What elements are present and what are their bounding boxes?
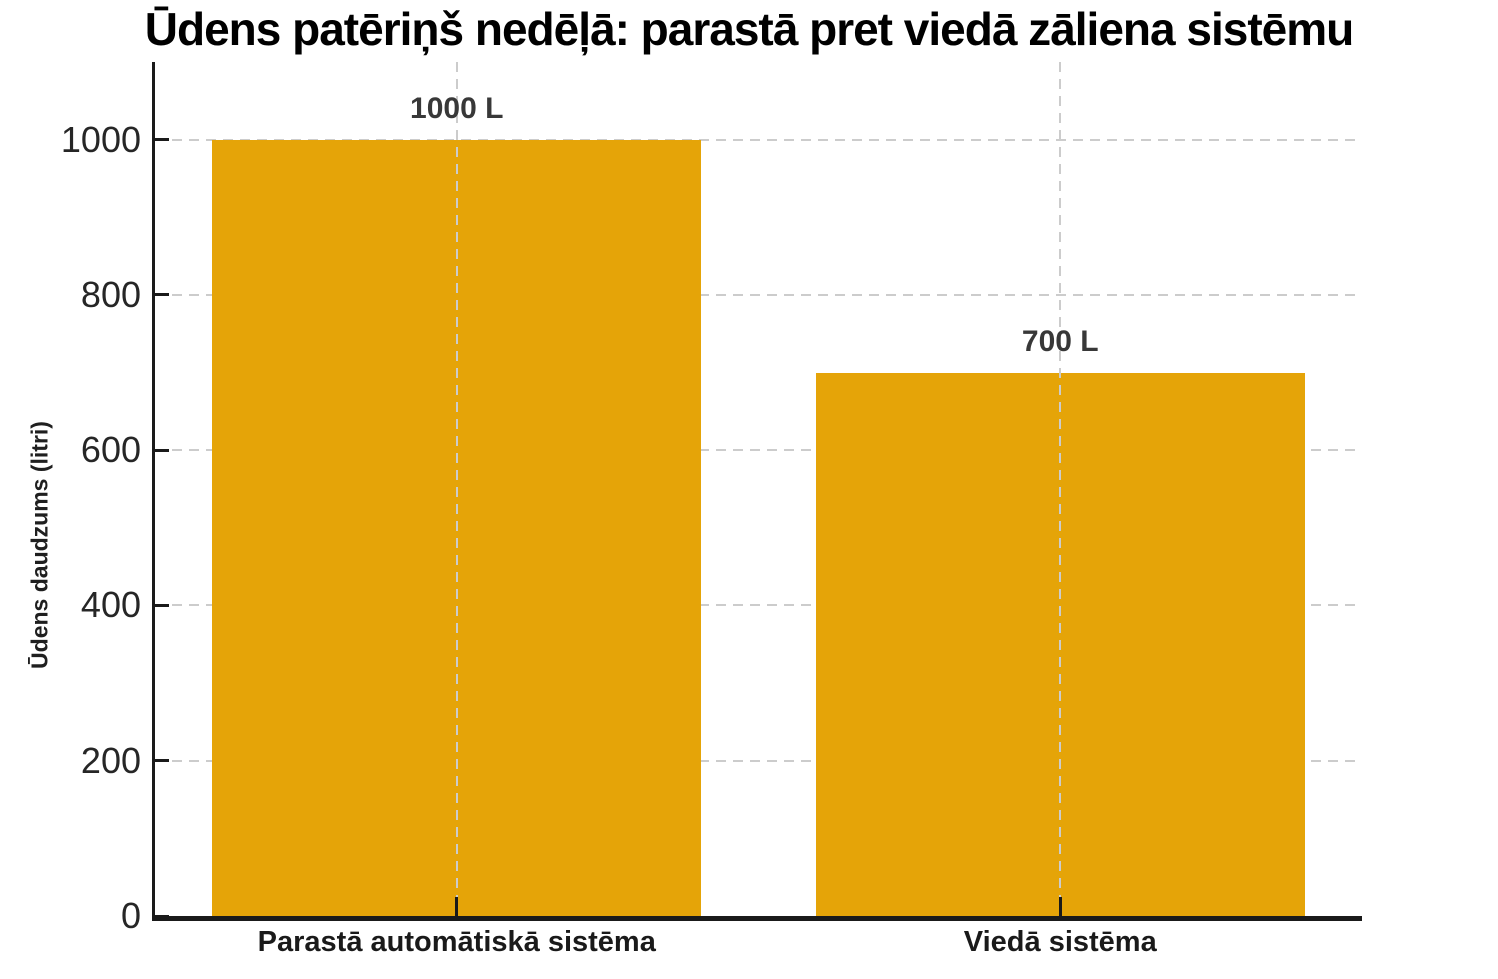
- y-gridline: [155, 138, 1362, 141]
- plot-area: 1000 L 700 L: [152, 62, 1362, 921]
- y-tick-label: 1000: [60, 118, 141, 160]
- y-gridline: [155, 759, 1362, 762]
- y-tick-mark: [155, 914, 169, 918]
- y-tick-label: 600: [80, 429, 141, 471]
- x-tick-label: Viedā sistēma: [963, 926, 1157, 958]
- x-tick-label: Parastā automātiskā sistēma: [257, 926, 656, 958]
- y-tick-label: 0: [120, 895, 141, 936]
- y-tick-mark: [155, 603, 169, 607]
- y-tick-label: 800: [80, 273, 141, 315]
- y-gridline: [155, 449, 1362, 452]
- x-tick-mark: [455, 897, 459, 916]
- x-gridline: [1059, 62, 1062, 916]
- y-gridline: [155, 293, 1362, 296]
- y-tick-mark: [155, 138, 169, 142]
- y-tick-mark: [155, 759, 169, 763]
- y-gridline: [155, 604, 1362, 607]
- y-tick-label: 400: [80, 584, 141, 626]
- x-tick-mark: [1058, 897, 1062, 916]
- chart-title: Ūdens patēriņš nedēļā: parastā pret vied…: [144, 3, 1354, 55]
- y-tick-label: 200: [80, 739, 141, 781]
- bar-value-label: 1000 L: [410, 91, 504, 125]
- x-gridline: [455, 62, 458, 916]
- y-tick-mark: [155, 293, 169, 297]
- y-tick-mark: [155, 448, 169, 452]
- bar-value-label: 700 L: [1021, 324, 1099, 358]
